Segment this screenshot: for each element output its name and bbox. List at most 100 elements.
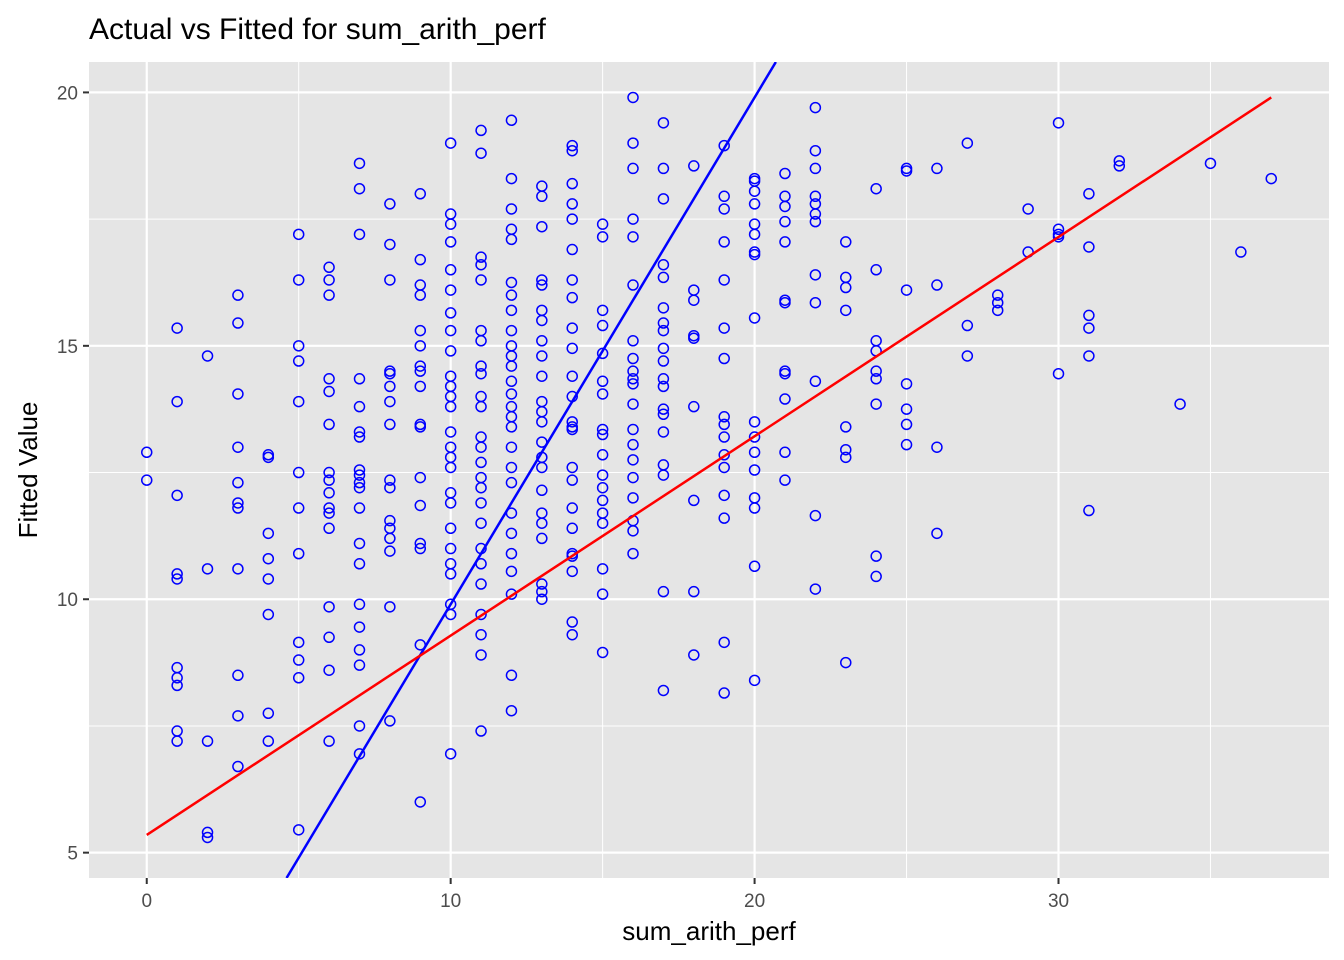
data-point (292, 636, 305, 649)
data-point (900, 378, 913, 390)
y-tick-label: 5 (67, 844, 78, 865)
data-point (292, 466, 305, 479)
data-point (475, 274, 487, 286)
data-point (384, 474, 396, 486)
data-point (353, 431, 366, 443)
data-point (262, 552, 275, 565)
data-point (353, 426, 366, 438)
data-point (353, 621, 366, 633)
data-point (323, 474, 335, 486)
data-point (657, 258, 670, 271)
data-point (596, 304, 609, 317)
data-point (748, 560, 761, 573)
data-point (718, 411, 730, 423)
data-point (596, 494, 609, 507)
data-point (505, 669, 518, 682)
data-point (353, 182, 366, 195)
data-point (292, 824, 305, 836)
data-point (414, 380, 427, 393)
data-point (809, 208, 822, 220)
data-point (232, 317, 244, 329)
data-point (323, 487, 335, 499)
data-point (1083, 350, 1095, 362)
data-point (505, 276, 518, 289)
data-point (809, 375, 822, 388)
data-point (536, 593, 548, 605)
data-point (444, 400, 457, 413)
data-point (718, 274, 730, 286)
data-point (627, 137, 639, 149)
data-point (596, 231, 609, 243)
data-point (900, 438, 913, 451)
data-point (566, 213, 578, 225)
data-point (171, 672, 183, 684)
data-point (627, 162, 639, 175)
data-point (353, 537, 366, 550)
data-point (688, 294, 700, 306)
data-point (596, 646, 609, 659)
data-point (475, 649, 487, 661)
data-point (444, 218, 457, 230)
data-point (414, 365, 427, 377)
data-point (536, 350, 548, 362)
data-point (779, 446, 791, 459)
data-point (444, 284, 457, 296)
data-point (748, 446, 761, 459)
data-point (991, 289, 1004, 301)
data-point (232, 710, 244, 722)
data-point (900, 418, 913, 431)
data-point (353, 502, 366, 514)
data-point (475, 517, 487, 529)
data-point (657, 162, 670, 175)
data-point (809, 144, 822, 157)
data-point (232, 563, 244, 575)
data-point (1052, 223, 1065, 236)
data-point (505, 360, 518, 372)
y-tick-label: 20 (57, 83, 78, 104)
data-point (748, 431, 761, 443)
data-point (505, 203, 518, 215)
data-point (505, 375, 518, 388)
data-point (171, 395, 183, 408)
data-point (384, 198, 396, 210)
data-point (414, 499, 427, 512)
data-point (657, 380, 670, 393)
data-point (657, 373, 670, 385)
data-point (505, 476, 518, 489)
data-point (870, 570, 882, 583)
data-point (596, 481, 609, 494)
data-point (353, 464, 366, 476)
data-point (414, 289, 427, 301)
data-point (627, 279, 639, 291)
data-point (596, 319, 609, 332)
data-point (840, 281, 852, 294)
data-point (931, 279, 943, 291)
data-point (353, 659, 366, 671)
data-point (323, 522, 335, 535)
data-point (1204, 157, 1217, 170)
data-point (323, 274, 335, 286)
data-point (353, 644, 366, 656)
minor-gridlines (89, 62, 1329, 878)
data-point (627, 213, 639, 225)
data-point (1174, 398, 1186, 410)
data-point (809, 215, 822, 228)
data-point (505, 421, 518, 433)
data-point (353, 157, 366, 170)
data-point (505, 547, 518, 560)
data-point (323, 601, 335, 613)
data-point (323, 507, 335, 519)
data-point (870, 550, 882, 562)
data-point (688, 494, 700, 507)
data-point (475, 441, 487, 453)
data-point (444, 522, 457, 535)
data-point (505, 289, 518, 301)
data-point (232, 289, 244, 301)
data-point (505, 172, 518, 185)
data-point (384, 395, 396, 408)
data-point (140, 474, 153, 486)
data-point (718, 489, 730, 502)
data-point (840, 421, 852, 433)
data-point (292, 547, 305, 560)
